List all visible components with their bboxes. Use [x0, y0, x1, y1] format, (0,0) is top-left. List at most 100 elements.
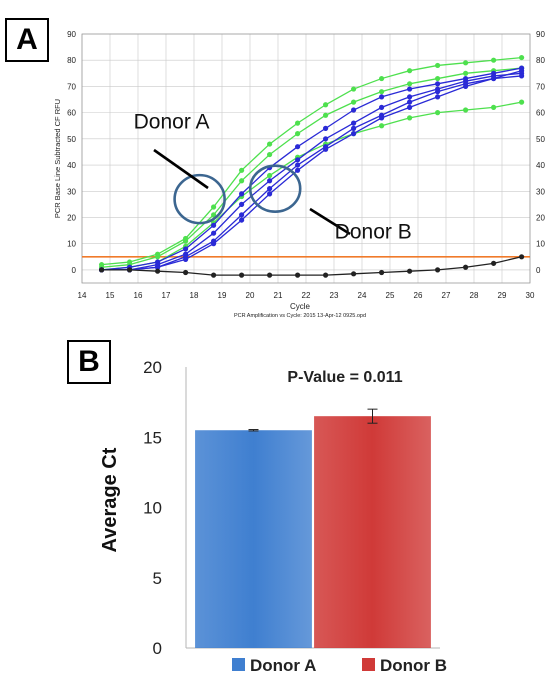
x-tick-label: 17 [162, 291, 171, 300]
series-4-point [295, 157, 301, 163]
series-1-point [323, 112, 329, 118]
series-6-point [519, 73, 525, 79]
series-6-point [379, 115, 385, 121]
x-tick-label: 22 [302, 291, 311, 300]
x-axis-title: Cycle [290, 302, 311, 311]
y-tick-label-right: 90 [536, 30, 545, 39]
series-3-point [379, 94, 385, 100]
series-line-6 [101, 75, 522, 271]
series-7-point [127, 267, 133, 273]
series-1-point [267, 151, 273, 158]
y-tick-label: 15 [143, 428, 162, 447]
y-tick-label-left: 90 [67, 30, 76, 39]
series-4-point [323, 136, 329, 142]
series-5-point [407, 99, 413, 105]
y-tick-label-right: 60 [536, 109, 545, 118]
series-6-point [295, 167, 301, 173]
x-tick-label: 28 [470, 291, 479, 300]
y-tick-label-right: 30 [536, 187, 545, 196]
series-1-point [211, 212, 217, 218]
series-6-point [211, 241, 217, 247]
series-4-point [211, 230, 217, 236]
y-tick-label-left: 30 [67, 187, 76, 196]
x-tick-label: 27 [442, 291, 451, 300]
series-5-point [519, 68, 525, 74]
series-3-point [211, 222, 217, 228]
series-1-point [351, 99, 357, 105]
y-tick-label-right: 40 [536, 161, 545, 170]
series-5-point [295, 162, 301, 168]
series-7-point [239, 272, 245, 278]
legend-label: Donor A [250, 656, 316, 675]
x-tick-label: 19 [218, 291, 227, 300]
y-tick-label-left: 50 [67, 135, 76, 144]
legend-swatch [232, 658, 245, 671]
series-0-point [295, 120, 301, 126]
series-7-point [519, 254, 525, 260]
y-tick-label-left: 80 [67, 56, 76, 65]
series-1-point [379, 89, 385, 95]
panel-a-label: A [5, 18, 49, 62]
legend-swatch [362, 658, 375, 671]
series-7-point [323, 272, 329, 278]
annotation-label: Donor B [335, 220, 412, 243]
series-4-point [267, 178, 273, 184]
series-line-0 [101, 56, 522, 266]
series-1-point [239, 178, 245, 184]
series-7-point [211, 272, 217, 278]
amplification-chart: 14 15 16 17 18 19 20 21 22 23 24 25 26 27 28 29 30 0 0 10 10… [53, 30, 545, 319]
series-1-point [183, 238, 189, 244]
series-3-point [183, 246, 189, 252]
series-line-2 [101, 101, 522, 271]
x-tick-label: 14 [78, 291, 87, 300]
x-tick-label: 26 [414, 291, 423, 300]
series-6-point [491, 75, 497, 82]
series-2-point [519, 99, 525, 105]
x-tick-label: 20 [246, 291, 255, 300]
series-7-point [183, 269, 189, 276]
series-7-point [295, 272, 301, 278]
y-axis-title: Average Ct [99, 447, 121, 552]
x-tick-label: 21 [274, 291, 283, 300]
series-3-point [295, 144, 301, 150]
donor-a-pointer [153, 148, 209, 190]
series-6-point [463, 83, 469, 90]
x-tick-label: 16 [134, 291, 143, 300]
series-7-point [155, 268, 161, 274]
y-tick-label-left: 60 [67, 109, 76, 118]
series-7-point [435, 267, 441, 273]
average-ct-chart: 0 5 10 15 20 P-Value = 0.011 Average Ct Donor A… [99, 358, 447, 675]
series-2-point [407, 115, 413, 121]
series-5-point [239, 212, 245, 218]
series-1-point [463, 70, 469, 76]
y-tick-label-right: 10 [536, 240, 545, 249]
y-tick-label-right: 0 [536, 266, 541, 275]
x-tick-label: 23 [330, 291, 339, 300]
series-6-point [183, 256, 189, 263]
series-0-point [519, 54, 525, 61]
series-0-point [491, 57, 497, 63]
y-tick-label-left: 0 [72, 266, 77, 275]
series-3-point [239, 191, 245, 197]
series-4-point [407, 94, 413, 100]
y-tick-label: 0 [153, 639, 162, 658]
series-0-point [267, 141, 273, 147]
y-tick-label-left: 40 [67, 161, 76, 170]
y-tick-label: 20 [143, 358, 162, 377]
series-7-point [99, 267, 105, 273]
bar-donor-b [314, 416, 431, 648]
series-2-point [379, 123, 385, 129]
series-5-point [435, 89, 441, 95]
series-6-point [239, 217, 245, 223]
series-6-point [155, 264, 161, 270]
y-tick-label-right: 50 [536, 135, 545, 144]
series-4-point [351, 120, 357, 126]
bar-donor-a [195, 430, 312, 648]
series-line-3 [101, 67, 522, 271]
series-7-point [463, 264, 469, 270]
series-1-point [155, 254, 161, 260]
series-7-point [379, 269, 385, 276]
series-2-point [463, 107, 469, 113]
series-line-1 [101, 67, 522, 268]
chart-footer: PCR Amplification vs Cycle: 2015 13-Apr-… [234, 313, 366, 319]
